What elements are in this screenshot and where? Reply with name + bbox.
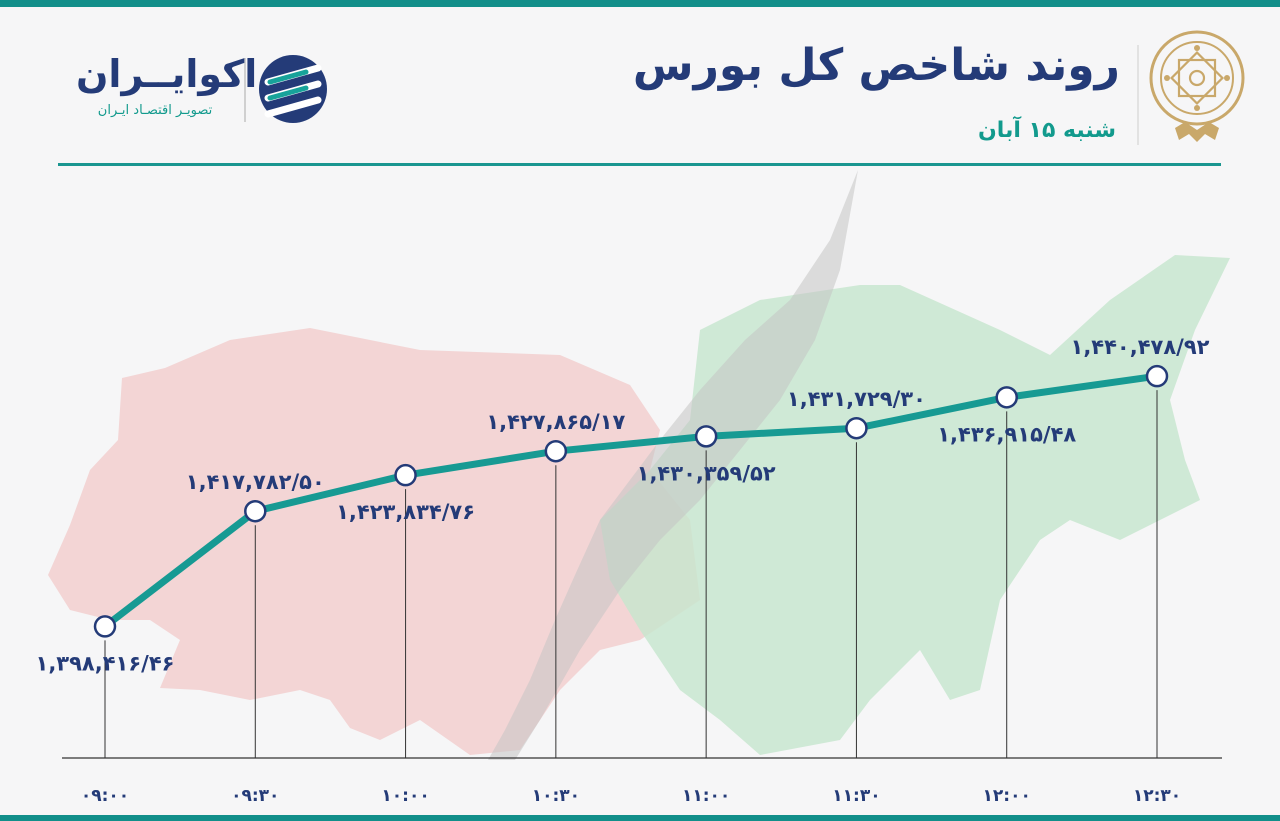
x-tick-label: ۱۱:۳۰: [832, 786, 880, 806]
bear-silhouette: [48, 328, 700, 755]
x-tick-label: ۱۲:۰۰: [983, 786, 1031, 806]
stacked-stripes-logo-icon: [259, 55, 327, 123]
data-point: [694, 425, 718, 448]
x-tick-label: ۱۱:۰۰: [682, 786, 730, 806]
data-value-label: ۱,۴۱۷,۷۸۲/۵۰: [186, 470, 325, 494]
header-divider: [1137, 45, 1139, 145]
data-point: [93, 615, 117, 638]
data-value-label: ۱,۴۳۱,۷۲۹/۳۰: [787, 387, 926, 411]
arrow-silhouette: [488, 170, 858, 760]
data-value-label: ۱,۴۳۰,۳۵۹/۵۲: [637, 461, 776, 485]
x-tick-label: ۰۹:۳۰: [231, 786, 279, 806]
x-tick-label: ۱۲:۳۰: [1133, 786, 1181, 806]
data-value-label: ۱,۴۳۶,۹۱۵/۴۸: [937, 422, 1076, 446]
data-point: [394, 463, 417, 487]
brand-divider: [244, 58, 246, 122]
data-value-label: ۱,۳۹۸,۴۱۶/۴۶: [36, 651, 175, 675]
data-point: [845, 416, 868, 440]
chart-date: شنبه ۱۵ آبان: [978, 118, 1116, 143]
data-value-label: ۱,۴۴۰,۴۷۸/۹۲: [1071, 335, 1210, 359]
x-tick-label: ۰۹:۰۰: [81, 786, 129, 806]
header-rule: [58, 163, 1221, 166]
data-point: [1145, 364, 1169, 388]
data-point: [544, 439, 568, 463]
top-frame-bar: [0, 0, 1280, 7]
series-line: [101, 372, 1161, 630]
x-tick-label: ۱۰:۰۰: [381, 786, 429, 806]
data-point: [244, 499, 267, 523]
brand-tagline: تصویـر اقتصـاد ایـران: [97, 103, 213, 118]
data-value-label: ۱,۴۲۷,۸۶۵/۱۷: [486, 410, 625, 434]
data-point: [995, 386, 1018, 409]
tehran-stock-exchange-seal-icon: [1149, 30, 1245, 142]
brand-name: اکوایــران: [76, 52, 258, 96]
data-value-label: ۱,۴۲۳,۸۳۴/۷۶: [336, 500, 475, 524]
x-tick-label: ۱۰:۳۰: [532, 786, 580, 806]
bottom-frame-bar: [0, 815, 1280, 821]
chart-title: روند شاخص کل بورس: [632, 40, 1120, 91]
